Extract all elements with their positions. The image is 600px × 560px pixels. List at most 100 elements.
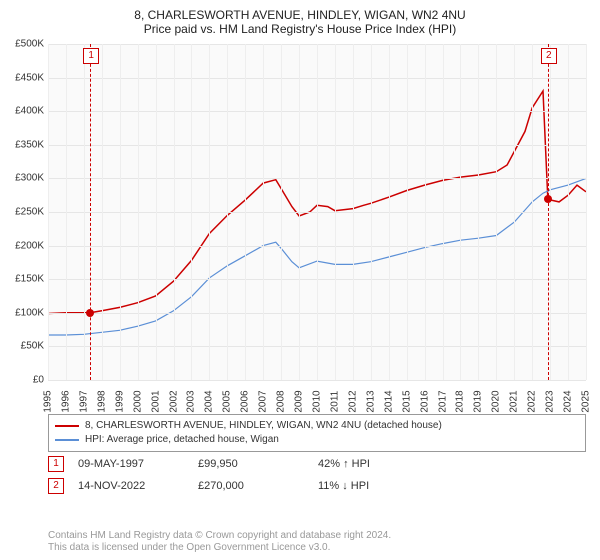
x-axis-label: 2022 (527, 390, 538, 412)
grid-line-vertical (317, 44, 318, 380)
x-axis-label: 2008 (276, 390, 287, 412)
x-axis-label: 2018 (455, 390, 466, 412)
sale-price: £270,000 (198, 480, 318, 492)
y-axis-label: £300K (4, 173, 44, 184)
event-badge: 2 (541, 48, 557, 64)
x-axis-label: 2021 (509, 390, 520, 412)
grid-line-vertical (335, 44, 336, 380)
x-axis-label: 2002 (168, 390, 179, 412)
sale-delta: 42% ↑ HPI (318, 458, 438, 470)
title-subtitle: Price paid vs. HM Land Registry's House … (10, 22, 590, 36)
copyright-line2: This data is licensed under the Open Gov… (48, 542, 586, 554)
legend-label: HPI: Average price, detached house, Wiga… (85, 433, 279, 447)
x-axis-label: 2005 (222, 390, 233, 412)
grid-line-vertical (263, 44, 264, 380)
grid-line-vertical (407, 44, 408, 380)
legend-row: HPI: Average price, detached house, Wiga… (55, 433, 579, 447)
grid-line-vertical (586, 44, 587, 380)
sale-delta: 11% ↓ HPI (318, 480, 438, 492)
y-axis-label: £500K (4, 39, 44, 50)
event-marker (86, 309, 94, 317)
x-axis-label: 2011 (329, 391, 340, 413)
chart-titles: 8, CHARLESWORTH AVENUE, HINDLEY, WIGAN, … (0, 0, 600, 40)
grid-line-vertical (550, 44, 551, 380)
grid-line-vertical (532, 44, 533, 380)
grid-line-vertical (245, 44, 246, 380)
y-axis-label: £150K (4, 274, 44, 285)
y-axis-label: £50K (4, 341, 44, 352)
grid-line-vertical (460, 44, 461, 380)
x-axis-label: 2023 (545, 390, 556, 412)
x-axis-label: 2004 (204, 390, 215, 412)
grid-line-vertical (138, 44, 139, 380)
grid-line-vertical (353, 44, 354, 380)
grid-line-vertical (120, 44, 121, 380)
grid-line-vertical (389, 44, 390, 380)
y-axis-label: £400K (4, 106, 44, 117)
sale-badge: 1 (48, 456, 64, 472)
x-axis-label: 2015 (401, 390, 412, 412)
legend-row: 8, CHARLESWORTH AVENUE, HINDLEY, WIGAN, … (55, 419, 579, 433)
legend-label: 8, CHARLESWORTH AVENUE, HINDLEY, WIGAN, … (85, 419, 442, 433)
sale-row: 1 09-MAY-1997£99,95042% ↑ HPI (48, 456, 586, 472)
x-axis-label: 1997 (78, 390, 89, 412)
event-badge: 1 (83, 48, 99, 64)
x-axis-label: 1995 (43, 390, 54, 412)
x-axis-label: 1996 (60, 390, 71, 412)
x-axis-label: 2025 (581, 390, 592, 412)
x-axis-label: 2014 (383, 390, 394, 412)
x-axis-label: 2006 (240, 390, 251, 412)
grid-line-vertical (299, 44, 300, 380)
x-axis-label: 2001 (150, 390, 161, 412)
grid-line-vertical (66, 44, 67, 380)
grid-line-vertical (371, 44, 372, 380)
plot-area: 12 (48, 44, 586, 380)
y-axis-label: £250K (4, 207, 44, 218)
grid-line-vertical (281, 44, 282, 380)
title-address: 8, CHARLESWORTH AVENUE, HINDLEY, WIGAN, … (10, 8, 590, 22)
x-axis-label: 2013 (365, 390, 376, 412)
x-axis-label: 2012 (347, 390, 358, 412)
grid-line-vertical (443, 44, 444, 380)
event-line (90, 44, 91, 380)
grid-line-vertical (425, 44, 426, 380)
grid-line-vertical (478, 44, 479, 380)
x-axis-label: 2009 (294, 390, 305, 412)
x-axis-label: 2003 (186, 390, 197, 412)
grid-line-vertical (227, 44, 228, 380)
x-axis-label: 2010 (312, 390, 323, 412)
x-axis-label: 2024 (563, 390, 574, 412)
copyright-line1: Contains HM Land Registry data © Crown c… (48, 530, 586, 542)
legend-swatch (55, 439, 79, 441)
event-line (548, 44, 549, 380)
y-axis-label: £200K (4, 240, 44, 251)
copyright-notice: Contains HM Land Registry data © Crown c… (48, 530, 586, 554)
sale-date: 14-NOV-2022 (78, 480, 198, 492)
grid-line-vertical (191, 44, 192, 380)
grid-line-vertical (48, 44, 49, 380)
grid-line-vertical (84, 44, 85, 380)
y-axis-label: £450K (4, 72, 44, 83)
y-axis-label: £100K (4, 307, 44, 318)
x-axis-label: 1998 (96, 390, 107, 412)
event-marker (544, 195, 552, 203)
x-axis-label: 2019 (473, 390, 484, 412)
legend: 8, CHARLESWORTH AVENUE, HINDLEY, WIGAN, … (48, 414, 586, 452)
sale-badge: 2 (48, 478, 64, 494)
grid-line-vertical (156, 44, 157, 380)
x-axis-label: 2020 (491, 390, 502, 412)
y-axis-label: £350K (4, 139, 44, 150)
sale-date: 09-MAY-1997 (78, 458, 198, 470)
grid-line-vertical (209, 44, 210, 380)
sale-row: 2 14-NOV-2022£270,00011% ↓ HPI (48, 478, 586, 494)
x-axis-label: 2000 (132, 390, 143, 412)
x-axis-label: 2007 (258, 390, 269, 412)
grid-line-vertical (514, 44, 515, 380)
legend-swatch (55, 425, 79, 427)
grid-line-vertical (496, 44, 497, 380)
chart-container: 8, CHARLESWORTH AVENUE, HINDLEY, WIGAN, … (0, 0, 600, 560)
x-axis-label: 1999 (114, 390, 125, 412)
grid-line-horizontal (48, 380, 586, 381)
grid-line-vertical (568, 44, 569, 380)
sale-price: £99,950 (198, 458, 318, 470)
